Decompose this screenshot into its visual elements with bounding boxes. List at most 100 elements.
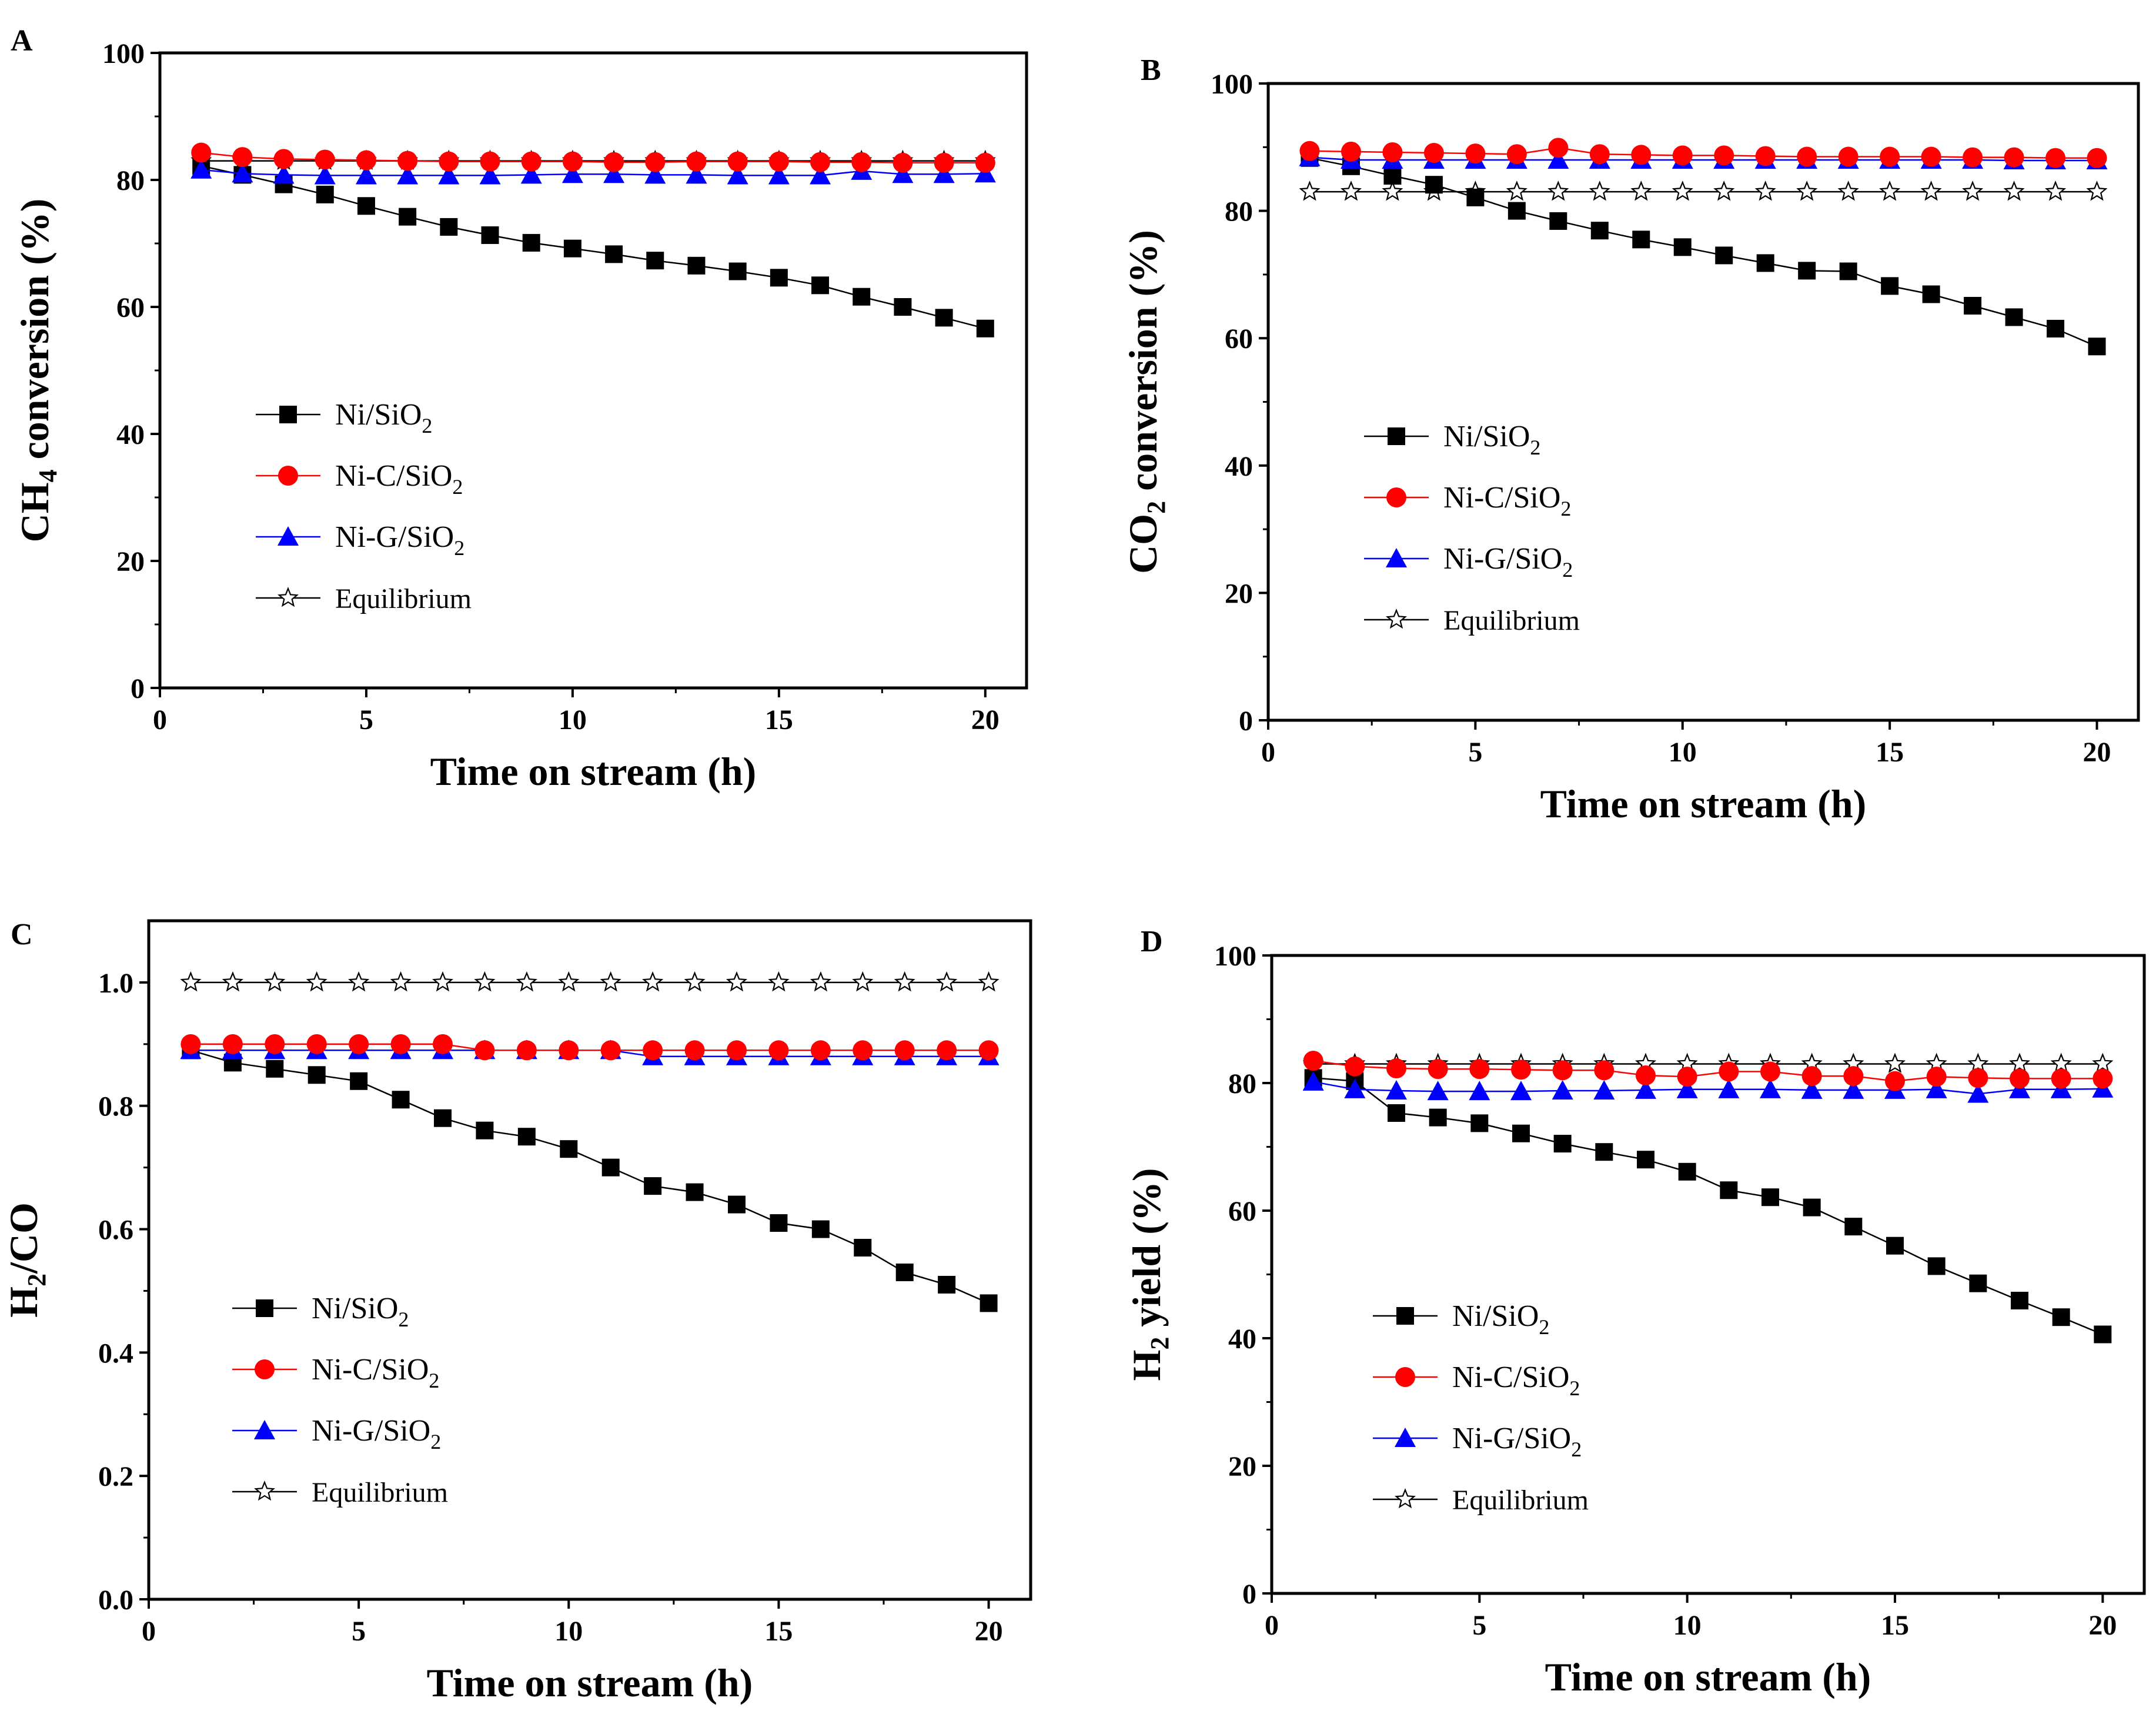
- data-point: [1423, 143, 1444, 163]
- legend-label: Ni-G/SiO2: [1452, 1422, 1582, 1461]
- data-point: [314, 165, 336, 185]
- data-point: [1843, 1066, 1864, 1087]
- data-point: [1797, 146, 1817, 167]
- series-ni-c-sio2: [191, 142, 995, 173]
- data-point: [811, 276, 830, 295]
- data-point: [1299, 181, 1321, 201]
- data-point: [2093, 1068, 2113, 1089]
- panel-letter: B: [1141, 54, 1161, 87]
- x-tick-label: 5: [359, 704, 373, 736]
- data-point: [1843, 1079, 1864, 1099]
- data-point: [2044, 181, 2067, 201]
- data-point: [1962, 181, 1984, 201]
- data-point: [1507, 202, 1526, 220]
- x-tick-label: 15: [765, 704, 793, 736]
- data-point: [1386, 1058, 1406, 1079]
- data-point: [232, 163, 253, 183]
- y-tick-label: 80: [1228, 1068, 1256, 1100]
- series-ni-c-sio2: [180, 1034, 999, 1061]
- data-point: [1713, 181, 1735, 201]
- legend-label: Ni/SiO2: [1443, 420, 1540, 459]
- x-tick-label: 10: [1673, 1610, 1702, 1641]
- data-point: [434, 1109, 452, 1127]
- y-tick-label: 0.2: [98, 1461, 133, 1492]
- legend-marker: [279, 406, 297, 423]
- data-point: [392, 1091, 410, 1109]
- data-point: [480, 151, 500, 172]
- data-point: [980, 1294, 998, 1312]
- data-point: [438, 165, 460, 185]
- series-ni-sio2: [182, 1041, 998, 1312]
- data-point: [1720, 1181, 1738, 1199]
- data-point: [390, 1034, 411, 1054]
- data-point: [853, 288, 871, 306]
- data-point: [1548, 138, 1569, 158]
- data-point: [810, 152, 831, 172]
- x-tick-label: 15: [764, 1616, 793, 1647]
- y-tick-label: 100: [102, 38, 145, 69]
- data-point: [2088, 337, 2106, 356]
- y-axis-title: H2/CO: [1, 1202, 51, 1318]
- data-point: [687, 256, 706, 275]
- legend: Ni/SiO2 Ni-C/SiO2 Ni-G/SiO2 Equilibrium: [256, 398, 472, 614]
- data-point: [978, 971, 1000, 992]
- data-point: [605, 245, 623, 263]
- x-tick-label: 15: [1881, 1610, 1909, 1641]
- data-point: [307, 1066, 326, 1084]
- y-tick-label: 0.0: [98, 1585, 133, 1616]
- data-point: [1881, 277, 1899, 295]
- series-line: [190, 1050, 990, 1304]
- y-tick-label: 80: [1225, 196, 1253, 228]
- legend-label: Equilibrium: [312, 1477, 448, 1508]
- y-tick-label: 60: [116, 292, 145, 323]
- data-point: [975, 152, 995, 173]
- legend-marker: [1386, 487, 1406, 507]
- legend-item: Equilibrium: [256, 583, 472, 614]
- plot-frame: [147, 919, 1032, 1601]
- data-point: [1719, 1061, 1739, 1082]
- data-point: [1388, 1104, 1405, 1122]
- data-point: [474, 971, 496, 992]
- x-axis-title: Time on stream (h): [430, 749, 757, 794]
- data-point: [811, 1220, 830, 1238]
- data-point: [1344, 1078, 1366, 1098]
- data-point: [1469, 1081, 1490, 1101]
- data-point: [520, 164, 542, 184]
- data-point: [1885, 1071, 1905, 1091]
- x-tick-label: 20: [971, 704, 1000, 736]
- data-point: [1837, 181, 1859, 201]
- y-tick-label: 20: [1225, 578, 1253, 609]
- series-line: [1313, 1081, 2103, 1095]
- data-point: [600, 1040, 621, 1061]
- data-point: [770, 269, 788, 287]
- data-point: [2087, 148, 2107, 168]
- data-point: [894, 298, 912, 316]
- data-point: [2003, 181, 2025, 201]
- data-point: [190, 159, 212, 179]
- data-point: [273, 164, 295, 184]
- data-point: [479, 165, 501, 185]
- data-point: [1839, 262, 1857, 280]
- y-tick-label: 20: [116, 546, 145, 577]
- y-axis-title: H2 yield (%): [1124, 1168, 1174, 1381]
- legend-item: Ni-C/SiO2: [1373, 1361, 1580, 1400]
- data-point: [851, 152, 872, 172]
- data-point: [935, 309, 953, 327]
- y-axis-title: CH4 conversion (%): [12, 199, 62, 543]
- data-point: [1341, 141, 1361, 162]
- data-point: [936, 971, 958, 992]
- data-point: [686, 1183, 704, 1201]
- y-tick-label: 80: [116, 165, 145, 196]
- legend: Ni/SiO2 Ni-C/SiO2 Ni-G/SiO2 Equilibrium: [232, 1292, 448, 1508]
- data-point: [2092, 1052, 2114, 1073]
- data-point: [938, 1275, 956, 1294]
- y-tick-label: 40: [116, 419, 145, 450]
- data-point: [1425, 176, 1443, 194]
- data-point: [1427, 1081, 1449, 1101]
- legend-marker: [1395, 1367, 1415, 1387]
- data-point: [316, 185, 334, 203]
- legend-item: Ni-C/SiO2: [1364, 481, 1571, 520]
- legend-label: Ni/SiO2: [312, 1292, 409, 1331]
- data-point: [264, 971, 286, 992]
- data-point: [1506, 181, 1527, 201]
